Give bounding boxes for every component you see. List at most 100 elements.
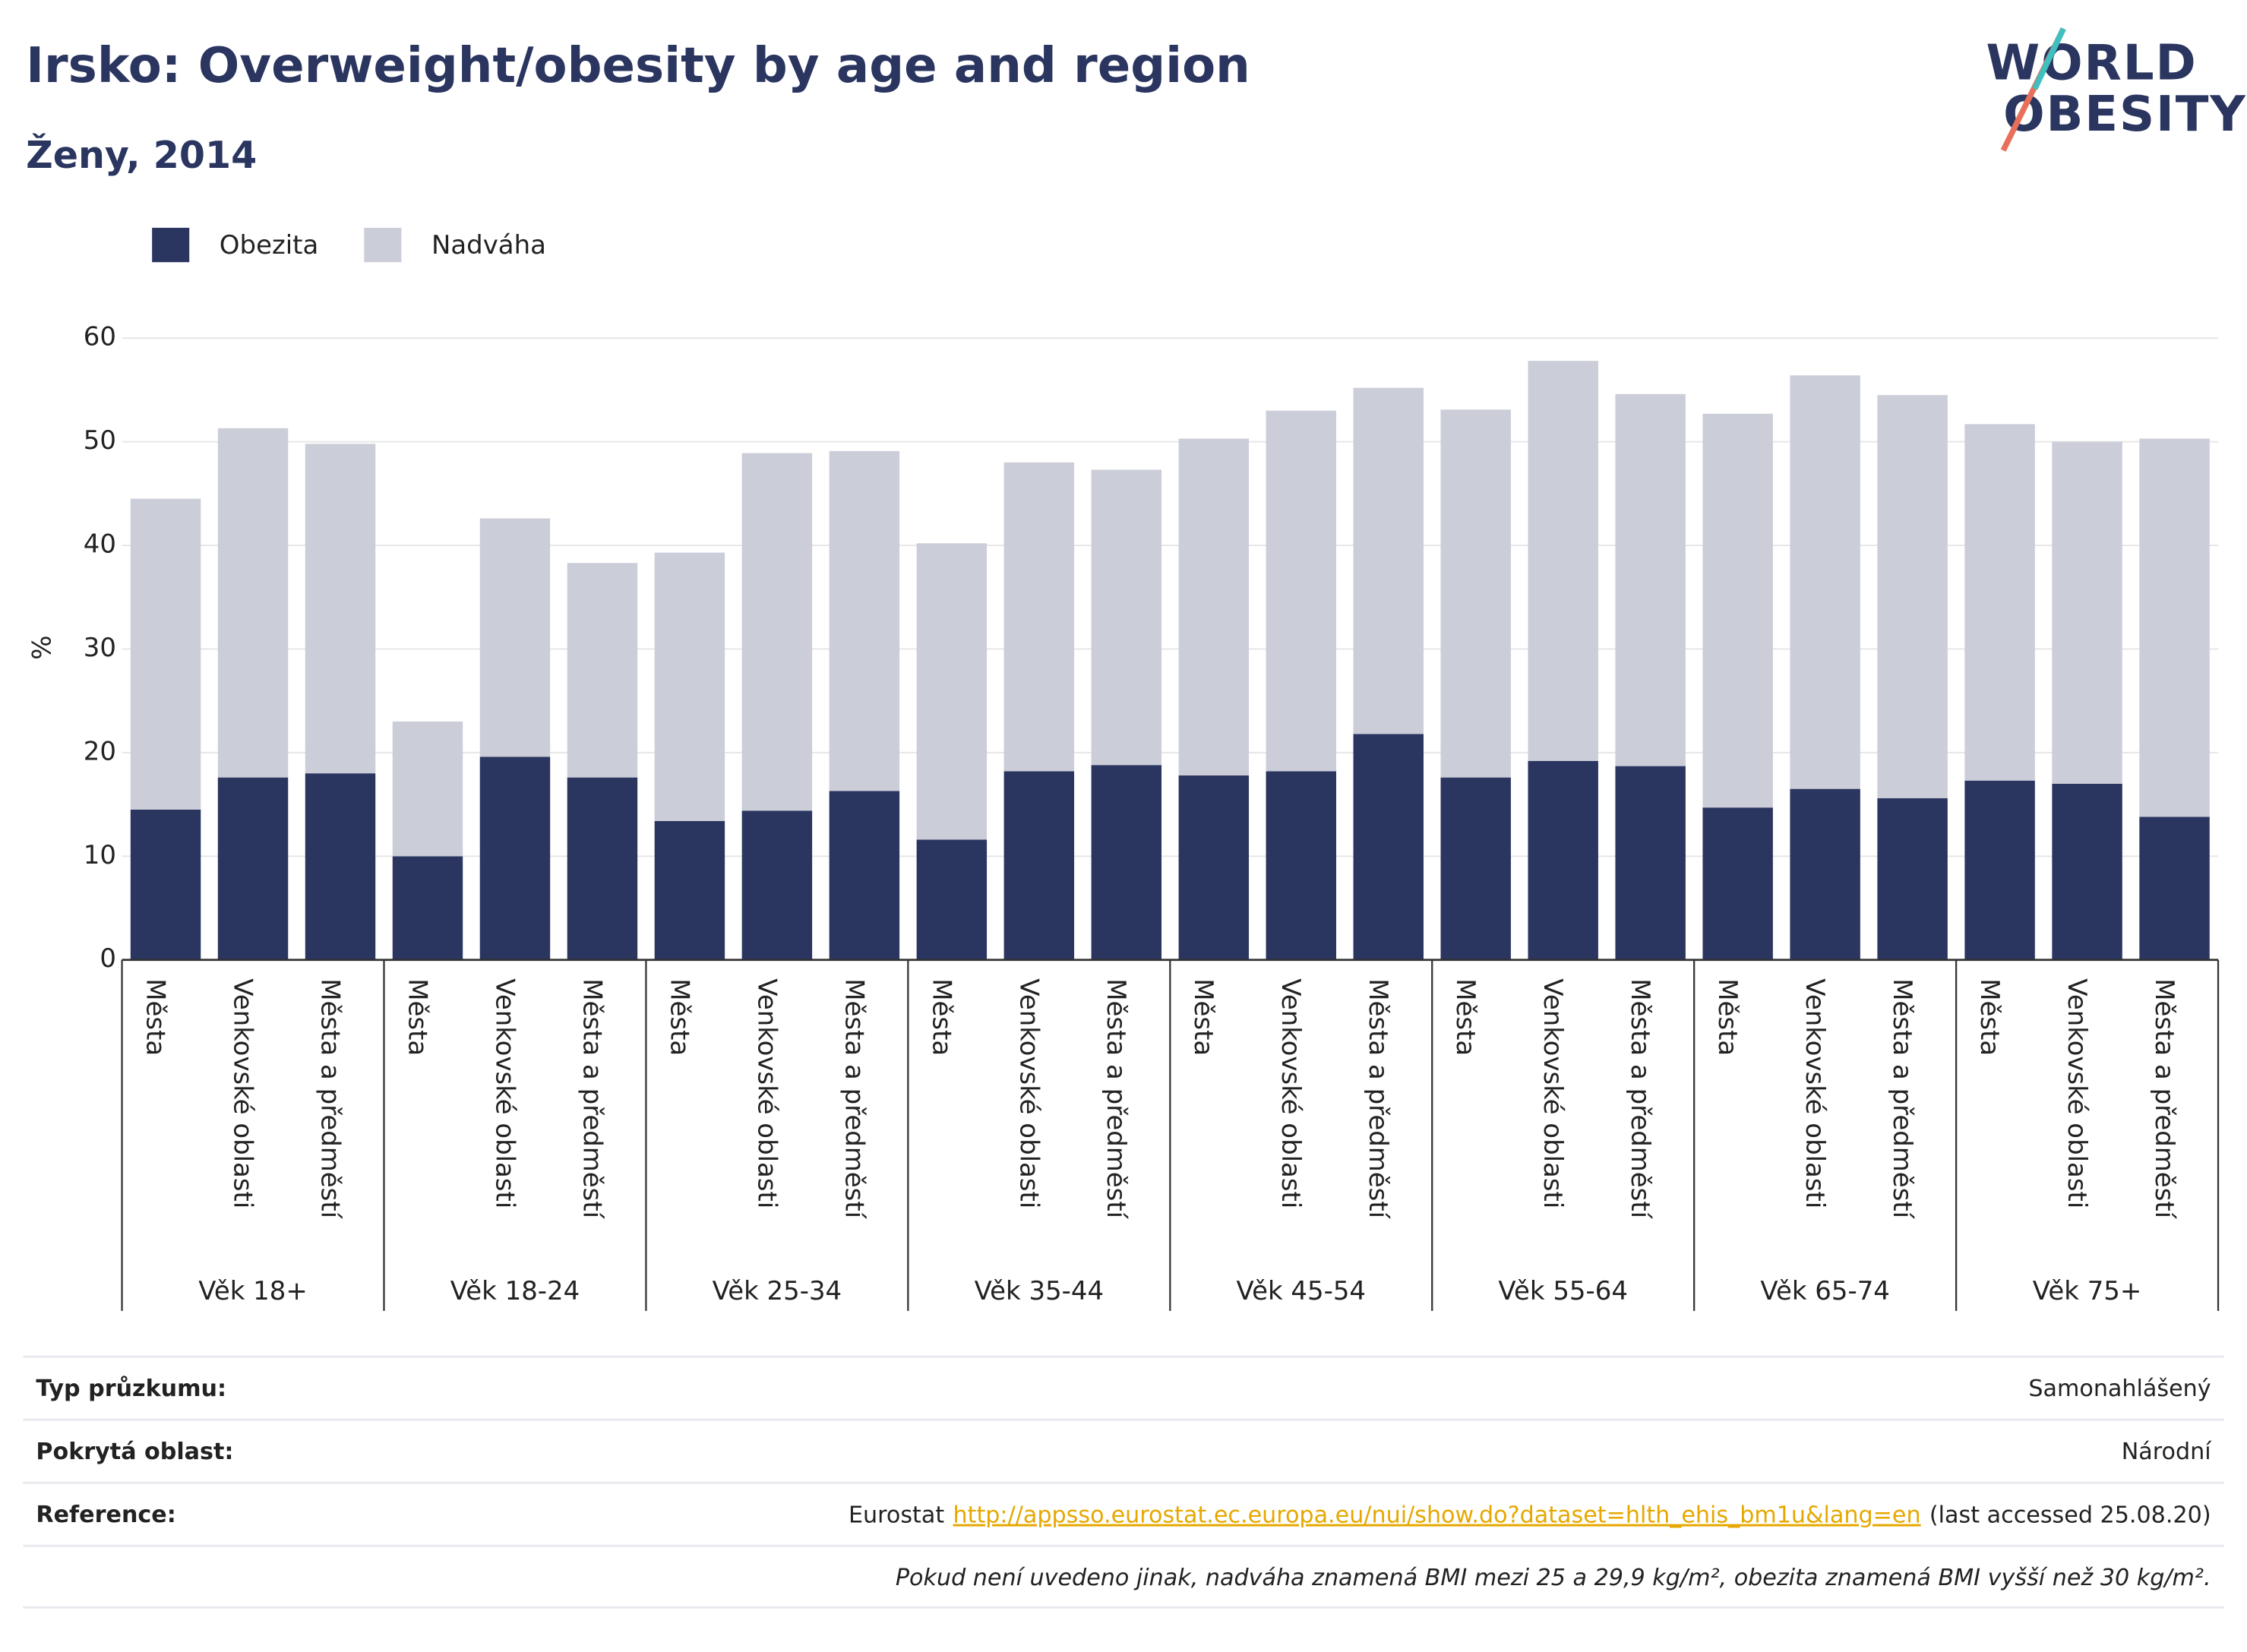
bar-segment <box>392 856 463 960</box>
bar-segment <box>130 809 201 960</box>
reference-source: Eurostat <box>849 1502 944 1528</box>
bar-segment <box>1440 409 1511 778</box>
x-tick-label: Města a předměstí <box>1101 978 1131 1219</box>
bar-segment <box>305 444 376 774</box>
legend-label: Nadváha <box>431 230 546 261</box>
bar-segment <box>916 543 988 840</box>
bar-segment <box>2139 817 2210 960</box>
y-tick-label: 60 <box>84 322 116 352</box>
footer-label: Reference: <box>36 1502 175 1528</box>
bar-segment <box>1702 413 1773 808</box>
bar-segment <box>479 757 551 960</box>
bar-segment <box>1790 375 1860 789</box>
x-tick-label: Města <box>1974 978 2005 1056</box>
x-tick-label: Venkovské oblasti <box>1800 978 1830 1208</box>
x-tick-label: Venkovské oblasti <box>489 978 520 1208</box>
x-tick-label: Města <box>926 978 956 1056</box>
x-tick-label: Venkovské oblasti <box>1538 978 1568 1208</box>
bar-segment <box>829 791 900 960</box>
footer-value: Národní <box>2122 1439 2212 1465</box>
group-label: Věk 35-44 <box>975 1276 1105 1306</box>
bar-segment <box>1964 424 2035 781</box>
bar-segment <box>1615 766 1686 960</box>
bar-segment <box>1266 410 1336 772</box>
bar-segment <box>1440 777 1511 960</box>
bar-segment <box>2139 438 2210 817</box>
bar-segment <box>567 563 638 778</box>
bar-segment <box>1790 788 1860 960</box>
footer-value: Samonahlášený <box>2028 1376 2211 1402</box>
x-tick-label: Města a předměstí <box>2149 978 2179 1219</box>
bar-segment <box>1964 780 2035 960</box>
x-tick-label: Města <box>1712 978 1743 1056</box>
x-tick-label: Venkovské oblasti <box>1013 978 1044 1208</box>
group-label: Věk 65-74 <box>1760 1276 1890 1306</box>
y-axis-label: % <box>27 635 57 659</box>
x-tick-label: Venkovské oblasti <box>1275 978 1306 1208</box>
bar-segment <box>1353 387 1424 734</box>
x-tick-label: Města a předměstí <box>1887 978 1917 1219</box>
y-tick-label: 30 <box>84 633 116 663</box>
bar-segment <box>1003 462 1075 772</box>
legend-swatch <box>152 227 190 263</box>
logo-text: OBESITY <box>2003 86 2247 143</box>
bar-segment <box>741 810 813 960</box>
bar-segment <box>916 839 988 960</box>
bar-segment <box>2052 441 2122 784</box>
group-label: Věk 55-64 <box>1498 1276 1628 1306</box>
footer-label: Typ průzkumu: <box>36 1375 226 1402</box>
bar-segment <box>567 777 638 960</box>
x-tick-label: Města a předměstí <box>839 978 869 1219</box>
bar-segment <box>217 777 289 960</box>
bar-segment <box>654 820 725 960</box>
x-tick-label: Venkovské oblasti <box>2062 978 2092 1208</box>
bar-segment <box>1178 438 1250 775</box>
logo-slash <box>2032 27 2066 90</box>
chart-subtitle: Ženy, 2014 <box>26 132 257 177</box>
group-label: Věk 45-54 <box>1237 1276 1367 1306</box>
bar-segment <box>1877 395 1948 798</box>
bar-segment <box>654 552 725 821</box>
chart-title: Irsko: Overweight/obesity by age and reg… <box>26 37 1250 94</box>
group-label: Věk 18-24 <box>450 1276 580 1306</box>
x-tick-label: Města <box>402 978 432 1056</box>
legend-swatch <box>364 227 402 263</box>
bar-segment <box>2052 783 2122 960</box>
group-label: Věk 25-34 <box>713 1276 842 1306</box>
footer-reference: Eurostat http://appsso.eurostat.ec.europa… <box>849 1502 2211 1528</box>
bar-segment <box>1615 393 1686 766</box>
bar-segment <box>1003 771 1075 960</box>
bar-segment <box>305 773 376 960</box>
y-tick-label: 0 <box>100 943 116 974</box>
y-tick-label: 50 <box>84 425 116 456</box>
reference-accessed: (last accessed 25.08.20) <box>1929 1502 2211 1528</box>
group-label: Věk 18+ <box>198 1276 308 1306</box>
bar-segment <box>217 428 289 778</box>
bar-segment <box>741 453 813 811</box>
bar-segment <box>1266 771 1336 960</box>
logo-text: WORLD <box>1986 34 2197 91</box>
bar-segment <box>1702 807 1773 960</box>
x-tick-label: Města <box>140 978 170 1056</box>
x-tick-label: Města a předměstí <box>577 978 607 1219</box>
x-tick-label: Venkovské oblasti <box>751 978 782 1208</box>
x-tick-label: Města <box>664 978 694 1056</box>
bar-segment <box>479 518 551 757</box>
bar-segment <box>1091 765 1162 960</box>
bar-segment <box>1528 361 1598 761</box>
x-tick-label: Města <box>1450 978 1481 1056</box>
reference-link[interactable]: http://appsso.eurostat.ec.europa.eu/nui/… <box>953 1502 1921 1528</box>
y-tick-label: 40 <box>84 529 116 560</box>
group-label: Věk 75+ <box>2033 1276 2142 1306</box>
bar-segment <box>1877 798 1948 960</box>
footer-note: Pokud není uvedeno jinak, nadváha znamen… <box>896 1565 2211 1591</box>
bar-segment <box>1528 760 1598 960</box>
bar-segment <box>829 450 900 791</box>
footer-label: Pokrytá oblast: <box>36 1439 233 1465</box>
x-tick-label: Města a předměstí <box>1625 978 1655 1219</box>
bar-segment <box>392 721 463 857</box>
bar-segment <box>130 498 201 810</box>
x-tick-label: Venkovské oblasti <box>227 978 258 1208</box>
bar-segment <box>1178 775 1250 960</box>
